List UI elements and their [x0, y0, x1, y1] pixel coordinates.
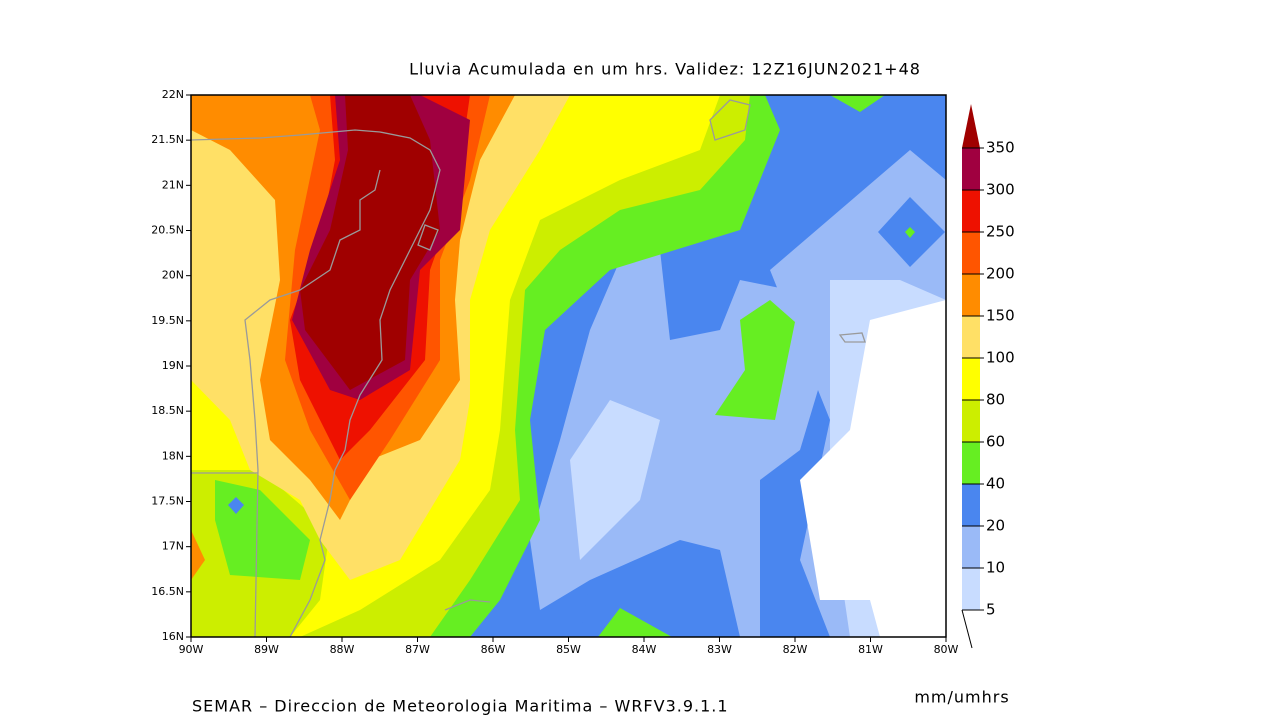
- x-tick-label: 84W: [632, 643, 657, 656]
- y-tick-label: 18.5N: [151, 404, 184, 417]
- y-tick-label: 18N: [162, 449, 184, 462]
- colorbar-band: [962, 274, 980, 316]
- title: Lluvia Acumulada en um hrs. Validez: 12Z…: [409, 60, 921, 79]
- island: [444, 599, 491, 611]
- border: [244, 169, 381, 637]
- band-40-60: [598, 608, 672, 637]
- island: [838, 332, 866, 343]
- island: [709, 99, 751, 141]
- x-tick-label: 85W: [556, 643, 581, 656]
- colorbar-band: [962, 484, 980, 526]
- colorbar-label: 40: [986, 475, 1005, 493]
- footer: SEMAR – Direccion de Meteorologia Mariti…: [192, 697, 729, 716]
- colorbar-label: 10: [986, 559, 1005, 577]
- y-tick-label: 20.5N: [151, 224, 184, 237]
- colorbar-over: [962, 104, 980, 148]
- colorbar-band: [962, 442, 980, 484]
- x-tick-label: 89W: [254, 643, 279, 656]
- colorbar-tail: [961, 609, 973, 649]
- colorbar-band: [962, 568, 980, 610]
- colorbar-label: 250: [986, 223, 1015, 241]
- x-tick-label: 80W: [934, 643, 959, 656]
- y-tick-label: 22N: [162, 88, 184, 101]
- colorbar-label: 350: [986, 139, 1015, 157]
- x-tick-label: 90W: [179, 643, 204, 656]
- y-tick-label: 21N: [162, 178, 184, 191]
- colorbar-label: 20: [986, 517, 1005, 535]
- colorbar-label: 60: [986, 433, 1005, 451]
- colorbar-band: [962, 316, 980, 358]
- y-tick-label: 17N: [162, 540, 184, 553]
- band-40-60: [905, 227, 915, 238]
- colorbar-label: 80: [986, 391, 1005, 409]
- coastline: [289, 499, 331, 637]
- x-tick-label: 83W: [707, 643, 732, 656]
- y-tick-label: 19.5N: [151, 314, 184, 327]
- band-40-60: [830, 95, 885, 112]
- colorbar-label: 300: [986, 181, 1015, 199]
- y-tick-label: 16.5N: [151, 585, 184, 598]
- y-tick-label: 16N: [162, 630, 184, 643]
- x-tick-label: 88W: [330, 643, 355, 656]
- island: [417, 224, 439, 251]
- y-tick-label: 21.5N: [151, 133, 184, 146]
- band-40-60: [715, 300, 795, 420]
- colorbar-label: 150: [986, 307, 1015, 325]
- x-tick-label: 82W: [783, 643, 808, 656]
- colorbar-band: [962, 232, 980, 274]
- rain-field: [191, 95, 946, 637]
- colorbar-label: 200: [986, 265, 1015, 283]
- colorbar-band: [962, 358, 980, 400]
- units: mm/umhrs: [914, 688, 1009, 707]
- y-tick-label: 20N: [162, 269, 184, 282]
- x-tick-label: 86W: [481, 643, 506, 656]
- colorbar-band: [962, 190, 980, 232]
- y-tick-label: 19N: [162, 359, 184, 372]
- colorbar-band: [962, 400, 980, 442]
- band-150-200: [191, 530, 205, 580]
- band-20-40: [228, 497, 244, 514]
- band-5-10: [570, 400, 660, 560]
- coastline: [191, 129, 441, 501]
- band-over-350: [300, 95, 440, 390]
- x-tick-label: 87W: [405, 643, 430, 656]
- colorbar-label: 100: [986, 349, 1015, 367]
- y-tick-label: 17.5N: [151, 495, 184, 508]
- colorbar-band: [962, 526, 980, 568]
- colorbar-label: 5: [986, 601, 996, 619]
- band-below-5: [800, 300, 946, 637]
- x-tick-label: 81W: [858, 643, 883, 656]
- colorbar-band: [962, 148, 980, 190]
